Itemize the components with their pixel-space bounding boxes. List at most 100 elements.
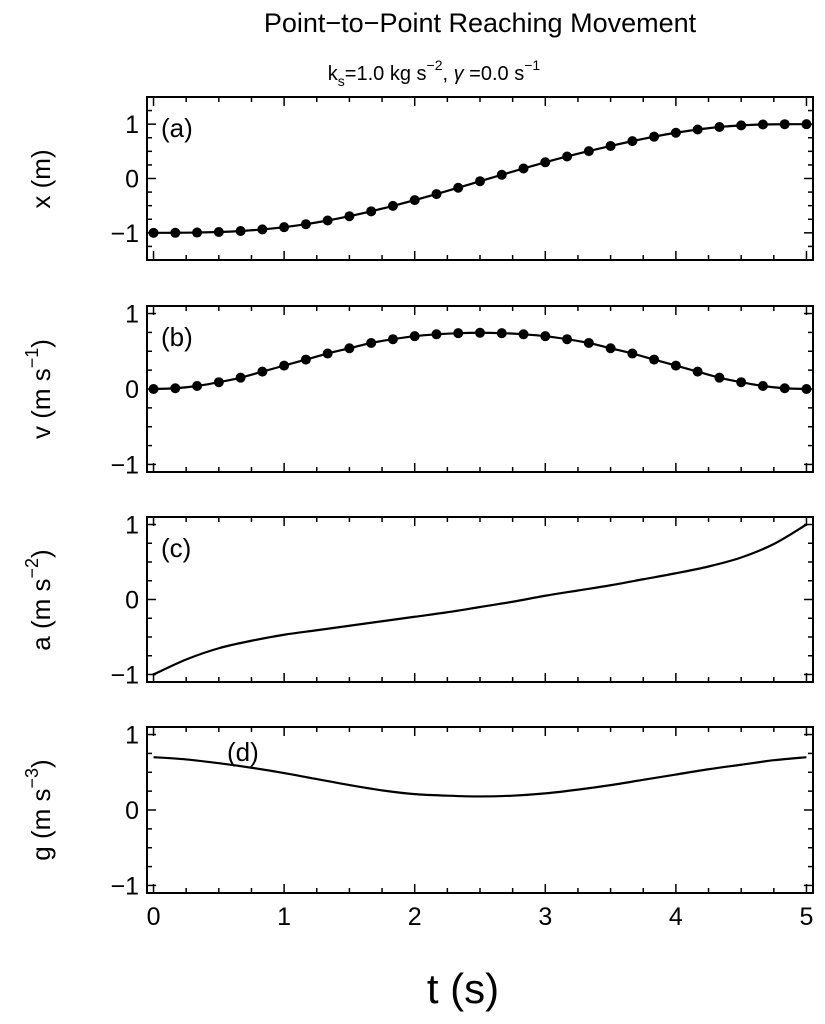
data-point [779,383,790,394]
data-point [300,354,311,365]
subtitle-sep: , [442,63,453,85]
y-tick-label: −1 [110,662,139,690]
panel-label: (d) [227,737,259,767]
data-point [605,343,616,354]
subtitle-k-exp: −2 [427,57,443,73]
data-point [322,348,333,359]
data-point [409,331,420,342]
panel-label: (c) [161,533,191,563]
y-axis-label-close: ) [26,759,56,768]
data-point [714,372,725,383]
data-point [366,206,377,217]
data-point [496,169,507,180]
data-point [475,176,485,187]
data-point [757,380,768,391]
data-point [692,366,703,377]
data-point [453,328,464,339]
data-point [670,127,681,138]
y-axis-label: x (m) [26,149,56,208]
subtitle-gamma-symbol: γ [454,63,465,85]
y-tick-label: 0 [125,587,139,615]
data-point [257,366,268,377]
y-tick-label: 0 [125,376,139,404]
data-point [257,224,268,235]
panel-d: −1 0 1 0 1 2 3 4 5 g (m s−3) (d) [22,722,814,931]
data-point [387,200,398,211]
data-point [170,383,181,394]
subtitle-k-value: =1.0 kg s [345,63,427,85]
y-tick-label: 0 [125,166,139,194]
data-point [518,163,529,174]
panel-label: (a) [161,113,193,143]
data-point [496,328,507,339]
data-point [235,372,246,383]
data-point [344,211,355,222]
y-tick-label: 1 [125,722,139,750]
y-axis-label-close: ) [26,339,56,348]
data-point [409,195,420,206]
x-tick-label: 4 [669,903,683,931]
chart-title: Point−to−Point Reaching Movement [264,8,697,38]
data-point [300,219,311,230]
data-point [670,360,681,371]
data-point [148,384,159,394]
series-line [153,756,807,798]
data-point [562,334,573,345]
data-point [170,227,181,238]
subtitle-k-sub: s [338,73,345,89]
y-axis-label-base: v (m s [26,368,56,439]
y-axis-label-base: a (m s [26,578,56,650]
y-axis-label-close: ) [26,549,56,558]
data-point [192,380,203,391]
data-point [801,384,812,394]
data-point [192,227,203,238]
data-point [518,329,529,340]
y-tick-label: 0 [125,797,139,825]
subtitle-gamma-exp: −1 [524,57,540,73]
data-point [148,227,159,238]
data-point [213,377,224,388]
data-point [431,189,442,200]
x-tick-label: 3 [538,903,552,931]
data-point [605,140,616,151]
y-axis-label: g (m s−3) [22,759,56,860]
x-axis-label: t (s) [427,965,499,1012]
data-point [344,343,355,354]
data-point [801,119,812,130]
data-point [736,120,747,131]
data-point [583,337,594,348]
data-point [649,131,660,142]
x-tick-label: 1 [277,903,291,931]
data-point [779,119,790,130]
y-tick-label: 1 [125,301,139,329]
data-point [322,215,333,226]
data-point [540,331,551,342]
y-tick-label: −1 [110,451,139,479]
chart-subtitle: ks=1.0 kg s−2, γ =0.0 s−1 [328,57,541,89]
data-point [562,151,573,162]
data-point [757,119,768,130]
x-tick-label: 5 [800,903,814,931]
y-axis-label-exponent: −3 [22,768,42,789]
y-tick-label: 1 [125,111,139,139]
data-point [213,227,224,238]
data-point [453,182,464,193]
data-point [649,354,660,365]
y-axis-label: v (m s−1) [22,339,56,439]
y-axis-label-base: g (m s [26,788,56,860]
data-point [235,225,246,236]
data-point [540,157,551,168]
data-point [279,222,290,233]
data-point [387,334,398,345]
panel-label: (b) [161,322,193,352]
data-point [366,337,377,348]
data-point [736,377,747,388]
y-tick-label: −1 [110,220,139,248]
data-point [475,327,485,338]
y-axis-label-exponent: −1 [22,348,42,369]
y-tick-label: 1 [125,512,139,540]
x-tick-label: 2 [408,903,422,931]
